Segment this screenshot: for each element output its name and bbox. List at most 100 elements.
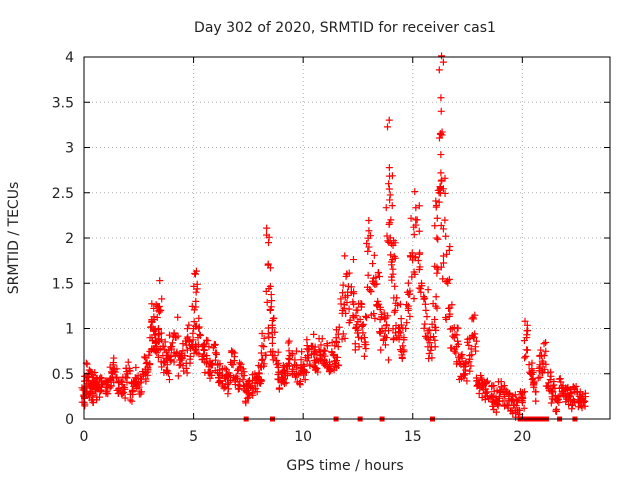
x-axis-label: GPS time / hours: [286, 458, 403, 474]
data-point-cloud: [228, 349, 236, 357]
data-point-cloud: [351, 340, 359, 348]
data-point-cloud: [245, 393, 253, 401]
data-point-cloud: [463, 377, 471, 385]
data-point-cloud: [388, 273, 396, 281]
data-point-cloud: [424, 286, 432, 294]
x-tick-label: 20: [513, 429, 531, 445]
data-point-cloud: [377, 346, 385, 354]
data-point-cloud: [421, 320, 429, 328]
data-point-cloud: [209, 344, 217, 352]
data-point-cloud: [280, 375, 288, 383]
data-point-cloud: [581, 393, 589, 401]
data-point-cloud: [578, 404, 586, 412]
data-point-cloud: [229, 348, 237, 356]
data-point-cloud: [186, 359, 194, 367]
data-point-cloud: [406, 312, 414, 320]
data-point-cloud: [216, 360, 224, 368]
y-tick-label: 2: [65, 231, 74, 247]
data-point-cloud: [157, 336, 165, 344]
data-point-cloud: [246, 390, 254, 398]
data-point-cloud: [454, 337, 462, 345]
data-point-cloud: [265, 233, 273, 241]
data-point-cloud: [347, 283, 355, 291]
data-point-cloud: [364, 234, 372, 242]
data-point-cloud: [301, 368, 309, 376]
data-point-cloud: [455, 376, 463, 384]
data-point-cloud: [232, 372, 240, 380]
data-point-cloud: [215, 378, 223, 386]
data-point-cloud: [199, 352, 207, 360]
data-point-cloud: [436, 186, 444, 194]
data-point-cloud: [153, 313, 161, 321]
data-point-cloud: [364, 271, 372, 279]
data-point-cloud: [208, 359, 216, 367]
data-point-cloud: [297, 356, 305, 364]
data-point-cloud: [266, 305, 274, 313]
y-tick-label: 1: [65, 322, 74, 338]
data-point-cloud: [350, 288, 358, 296]
data-point-cloud: [262, 351, 270, 359]
data-point-cloud: [381, 332, 389, 340]
data-point-cloud: [98, 374, 106, 382]
data-point-cloud: [332, 337, 340, 345]
data-point-cloud: [151, 331, 159, 339]
data-point-cloud: [316, 351, 324, 359]
data-point-cloud: [433, 214, 441, 222]
data-point-cloud: [280, 379, 288, 387]
data-point-cloud: [302, 354, 310, 362]
data-point-cloud: [388, 258, 396, 266]
data-point-cloud: [383, 123, 391, 131]
data-point-cloud: [161, 338, 169, 346]
data-point-cloud: [317, 341, 325, 349]
data-point-cloud: [239, 376, 247, 384]
data-point-cloud: [411, 188, 419, 196]
data-point-cloud: [156, 277, 164, 285]
data-point-cloud: [385, 327, 393, 335]
data-point-cloud: [354, 326, 362, 334]
data-point-cloud: [117, 390, 125, 398]
data-point-cloud: [212, 349, 220, 357]
data-point: [391, 306, 399, 314]
data-point-cloud: [174, 372, 182, 380]
data-point: [540, 352, 548, 360]
data-point-cloud: [492, 408, 500, 416]
data-point-cloud: [310, 330, 318, 338]
data-point-cloud: [443, 250, 451, 258]
data-point-cloud: [398, 351, 406, 359]
data-point-cloud: [477, 374, 485, 382]
data-point-cloud: [192, 267, 200, 275]
data-point-cloud: [556, 392, 564, 400]
y-tick-label: 0.5: [52, 367, 74, 383]
data-point-cloud: [446, 325, 454, 333]
data-point-cloud: [432, 293, 440, 301]
data-point-cloud: [223, 371, 231, 379]
data-point-cloud: [384, 312, 392, 320]
data-point-cloud: [387, 251, 395, 259]
data-point-cloud: [186, 352, 194, 360]
data-point-cloud: [437, 169, 445, 177]
data-point-cloud: [257, 349, 265, 357]
y-tick-label: 3.5: [52, 95, 74, 111]
data-point-cloud: [104, 377, 112, 385]
data-point-cloud: [140, 353, 148, 361]
data-point-cloud: [424, 343, 432, 351]
data-point-cloud: [192, 343, 200, 351]
data-point-cloud: [483, 388, 491, 396]
data-point-cloud: [362, 312, 370, 320]
data-point-cloud: [159, 342, 167, 350]
data-point-cloud: [468, 315, 476, 323]
data-point-cloud: [190, 318, 198, 326]
data-point-cloud: [473, 377, 481, 385]
data-point-cloud: [454, 340, 462, 348]
data-point-cloud: [258, 330, 266, 338]
data-point-cloud: [528, 365, 536, 373]
data-point-cloud: [268, 324, 276, 332]
data-point-cloud: [165, 376, 173, 384]
data-point-cloud: [453, 324, 461, 332]
data-point-cloud: [447, 344, 455, 352]
data-point: [422, 306, 430, 314]
data-point-cloud: [428, 354, 436, 362]
data-point-cloud: [279, 362, 287, 370]
data-point-cloud: [461, 366, 469, 374]
data-point-cloud: [342, 309, 350, 317]
